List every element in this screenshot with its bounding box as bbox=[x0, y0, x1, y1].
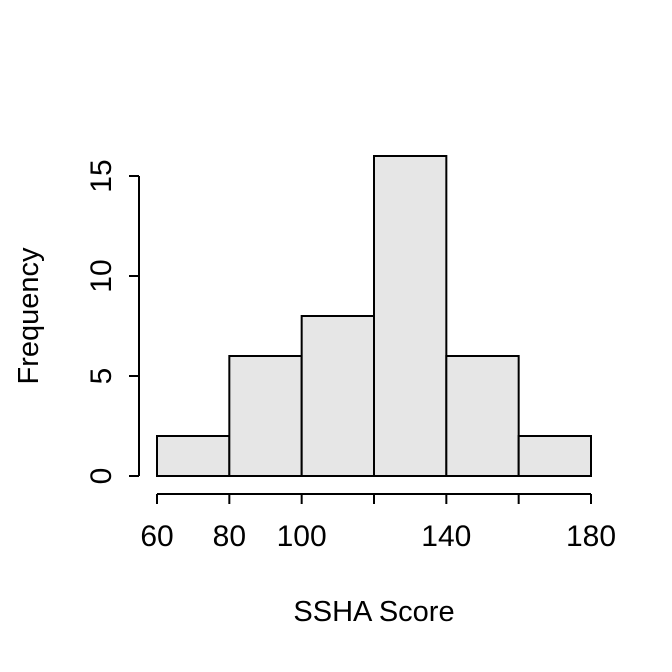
histogram-bars bbox=[156, 155, 593, 477]
histogram-bar-160-180 bbox=[517, 435, 593, 477]
y-axis: 0 5 10 15 bbox=[85, 159, 140, 485]
y-axis-title: Frequency bbox=[13, 247, 45, 385]
y-tick-label-15: 15 bbox=[85, 159, 118, 192]
x-tick-label-180: 180 bbox=[566, 520, 616, 553]
histogram-bar-100-120 bbox=[300, 315, 375, 477]
histogram-bar-140-160 bbox=[445, 355, 520, 477]
x-tick-label-60: 60 bbox=[140, 520, 173, 553]
histogram-bar-120-140 bbox=[373, 155, 448, 477]
histogram-bar-80-100 bbox=[228, 355, 303, 477]
y-tick-label-10: 10 bbox=[85, 259, 118, 292]
x-axis-title: SSHA Score bbox=[293, 596, 454, 628]
x-tick-label-140: 140 bbox=[421, 520, 471, 553]
x-tick-label-80: 80 bbox=[213, 520, 246, 553]
x-axis: 60 80 100 140 180 bbox=[140, 493, 616, 553]
y-tick-label-0: 0 bbox=[85, 468, 118, 485]
histogram-bar-60-80 bbox=[156, 435, 231, 477]
x-tick-label-100: 100 bbox=[277, 520, 327, 553]
y-tick-label-5: 5 bbox=[85, 368, 118, 385]
